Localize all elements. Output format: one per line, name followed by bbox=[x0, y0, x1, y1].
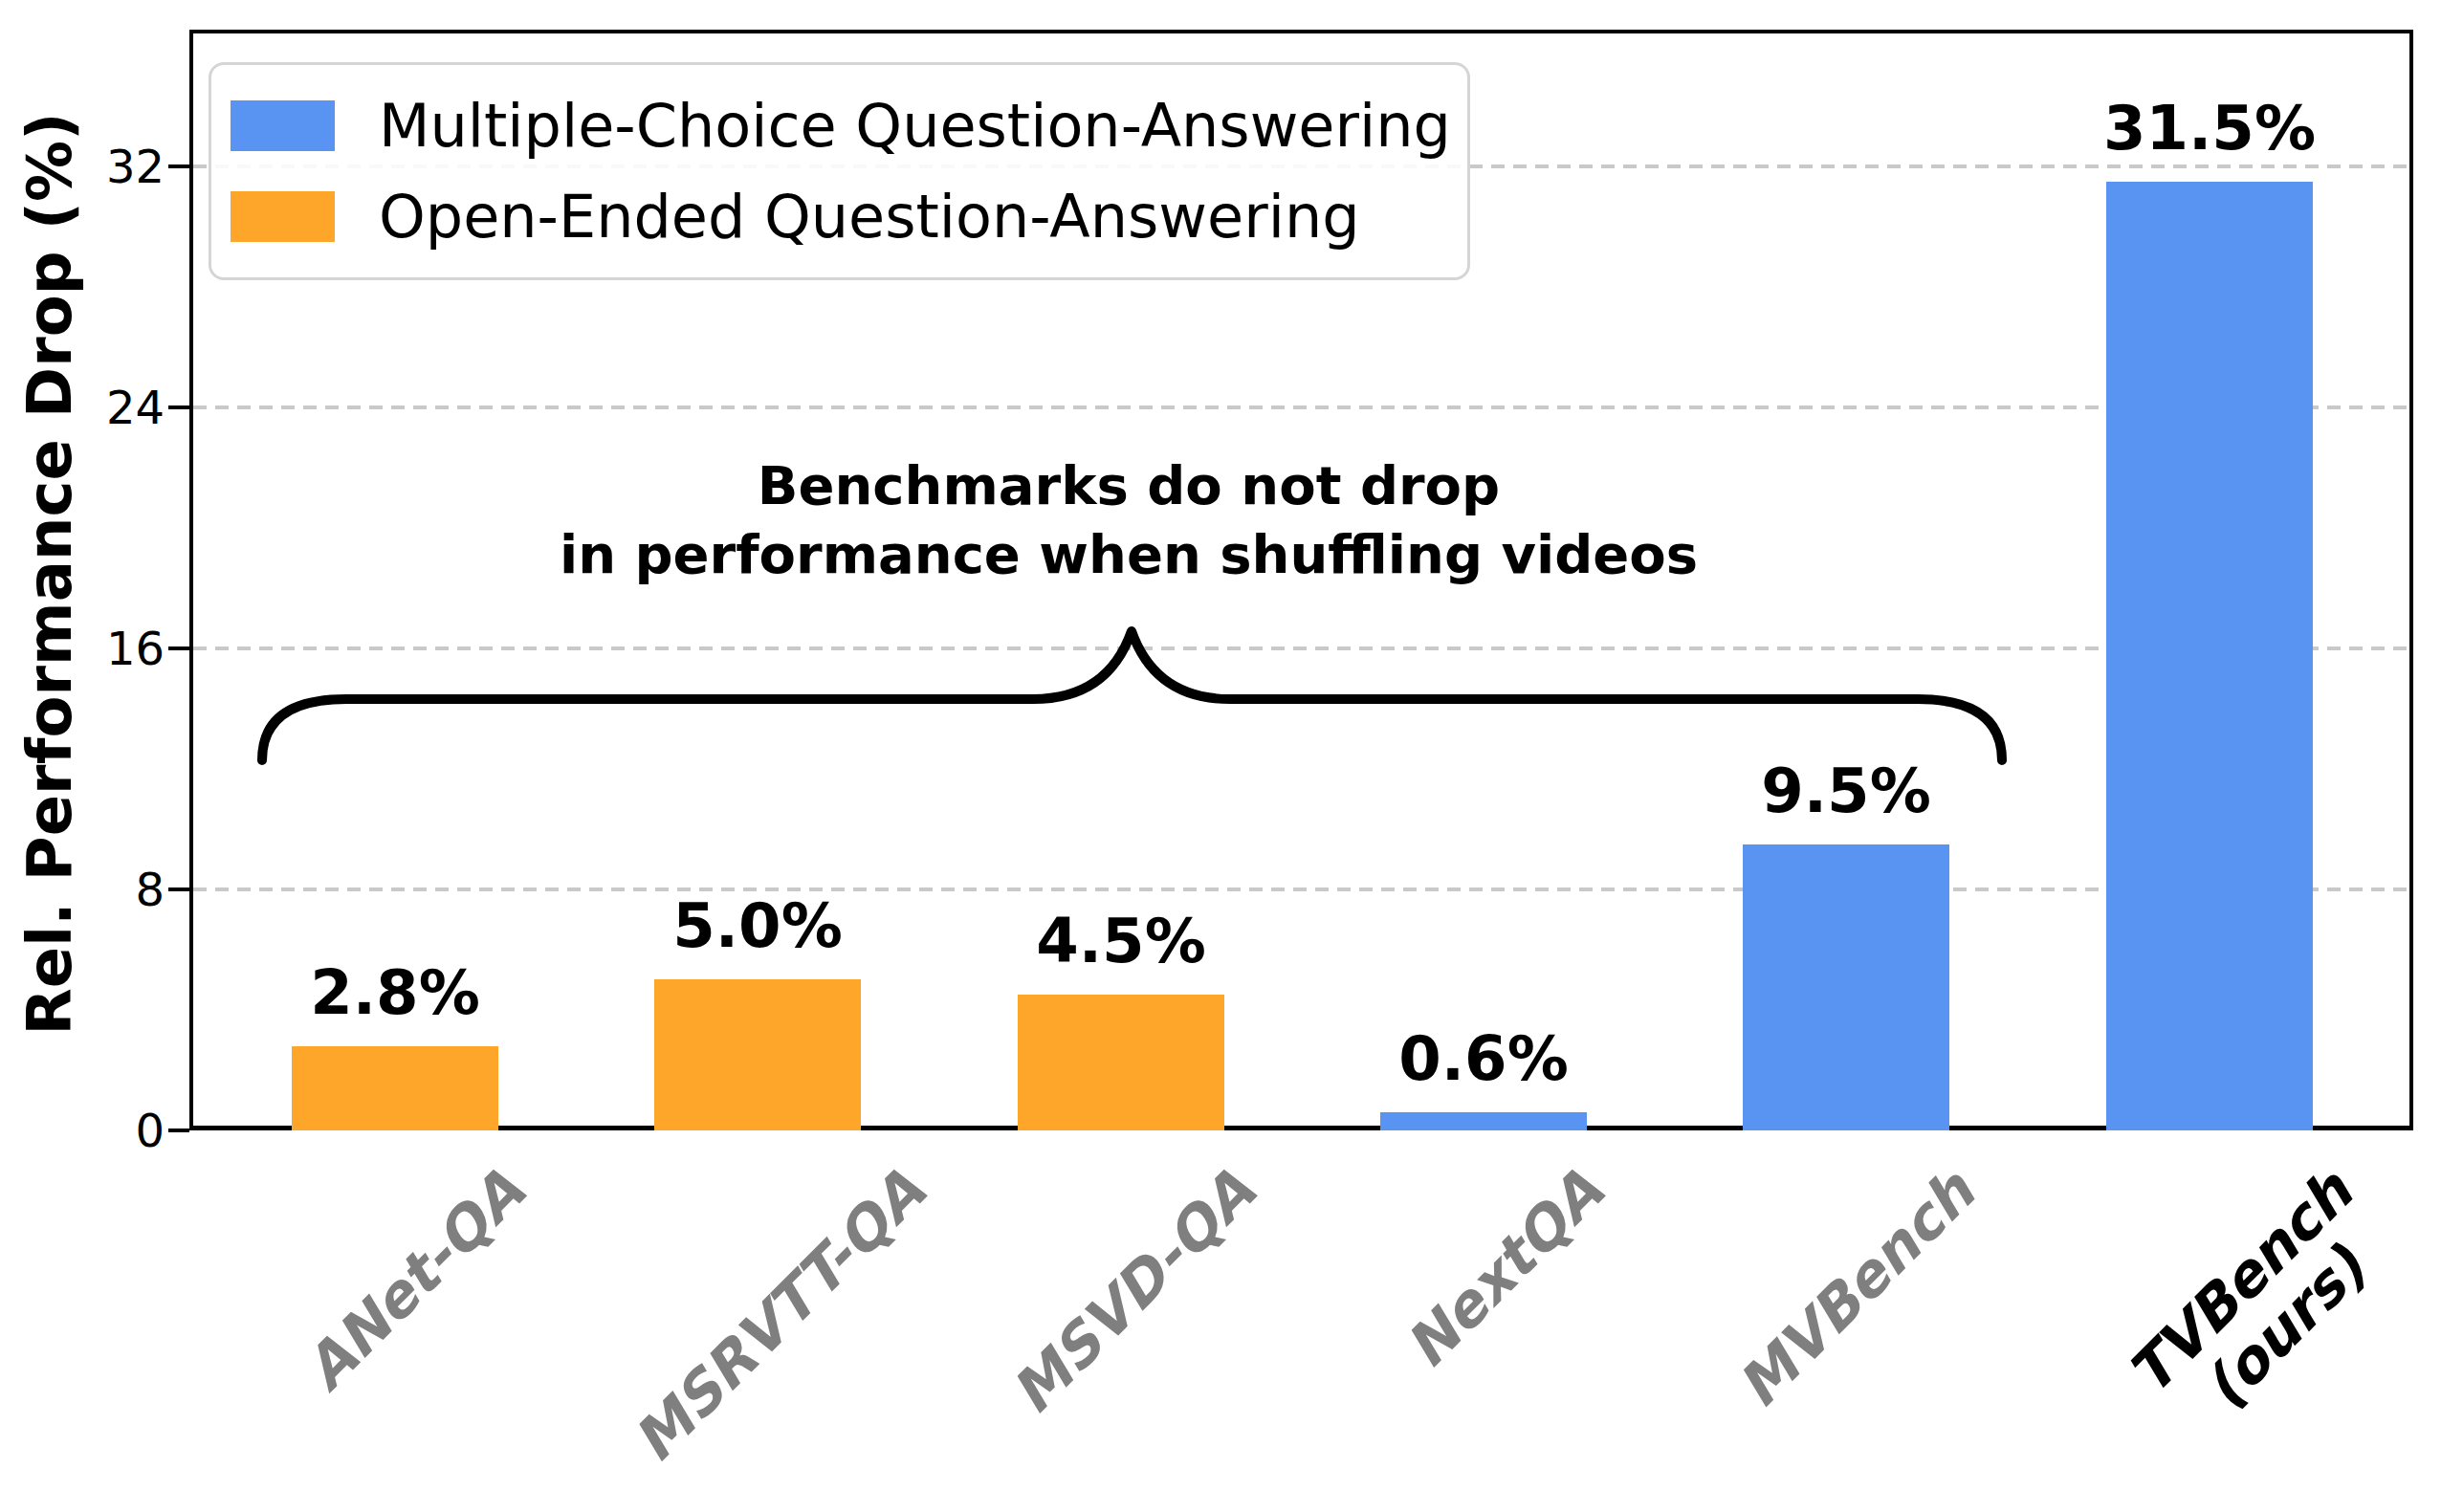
legend-label-multiple-choice: Multiple-Choice Question-Answering bbox=[379, 91, 1451, 161]
x-tick-label-MVBench: MVBench bbox=[1726, 1159, 1987, 1419]
y-tick-label-0: 0 bbox=[0, 1107, 165, 1153]
x-tick-label-line: NextQA bbox=[1394, 1159, 1615, 1380]
bar-MSVD-QA bbox=[1018, 995, 1224, 1130]
bar-value-label-4.5%: 4.5% bbox=[920, 907, 1322, 975]
blue-swatch-icon bbox=[231, 100, 335, 151]
bar-value-label-5.0%: 5.0% bbox=[557, 891, 958, 960]
legend-label-open-ended: Open-Ended Question-Answering bbox=[379, 182, 1360, 252]
bar-chart-figure: Rel. Performance Drop (%) 08162432 2.8%A… bbox=[0, 0, 2441, 1512]
x-tick-label-line: MSRVTT-QA bbox=[622, 1159, 936, 1474]
bar-MSRVTT-QA bbox=[654, 979, 861, 1130]
legend: Multiple-Choice Question-Answering Open-… bbox=[209, 62, 1470, 280]
y-tick-mark-16 bbox=[168, 646, 189, 650]
x-tick-label-line: MSVD-QA bbox=[1000, 1159, 1266, 1426]
y-tick-mark-0 bbox=[168, 1129, 189, 1132]
y-tick-mark-8 bbox=[168, 887, 189, 891]
gridline-y-16 bbox=[193, 646, 2409, 650]
bar-value-label-0.6%: 0.6% bbox=[1283, 1024, 1684, 1093]
x-tick-label-MSVD-QA: MSVD-QA bbox=[1000, 1159, 1266, 1426]
x-tick-label-MSRVTT-QA: MSRVTT-QA bbox=[622, 1159, 936, 1474]
y-tick-mark-32 bbox=[168, 164, 189, 168]
bar-value-label-31.5%: 31.5% bbox=[2009, 94, 2410, 163]
annotation-line-1: Benchmarks do not drop bbox=[560, 451, 1698, 520]
x-tick-label-line: MVBench bbox=[1726, 1159, 1987, 1419]
legend-row-multiple-choice: Multiple-Choice Question-Answering bbox=[231, 91, 1467, 161]
y-tick-label-24: 24 bbox=[0, 384, 165, 430]
annotation-line-2: in performance when shuffling videos bbox=[560, 520, 1698, 589]
bar-value-label-2.8%: 2.8% bbox=[194, 958, 596, 1027]
gridline-y-24 bbox=[193, 405, 2409, 409]
bar-value-label-9.5%: 9.5% bbox=[1645, 756, 2047, 825]
bar-NextQA bbox=[1380, 1112, 1587, 1130]
legend-row-open-ended: Open-Ended Question-Answering bbox=[231, 182, 1467, 252]
orange-swatch-icon bbox=[231, 191, 335, 242]
x-tick-label-line: ANet-QA bbox=[293, 1159, 536, 1402]
x-tick-label-ANet-QA: ANet-QA bbox=[293, 1159, 536, 1402]
bar-TVBench bbox=[2106, 182, 2313, 1130]
bar-MVBench bbox=[1743, 844, 1949, 1130]
gridline-y-8 bbox=[193, 887, 2409, 891]
y-tick-label-16: 16 bbox=[0, 625, 165, 671]
y-tick-label-8: 8 bbox=[0, 866, 165, 912]
bar-ANet-QA bbox=[292, 1046, 498, 1130]
x-tick-label-TVBench: TVBench(ours) bbox=[2117, 1159, 2408, 1451]
x-tick-label-NextQA: NextQA bbox=[1394, 1159, 1615, 1380]
annotation-text: Benchmarks do not drop in performance wh… bbox=[560, 451, 1698, 589]
y-tick-mark-24 bbox=[168, 405, 189, 409]
y-tick-label-32: 32 bbox=[0, 143, 165, 189]
